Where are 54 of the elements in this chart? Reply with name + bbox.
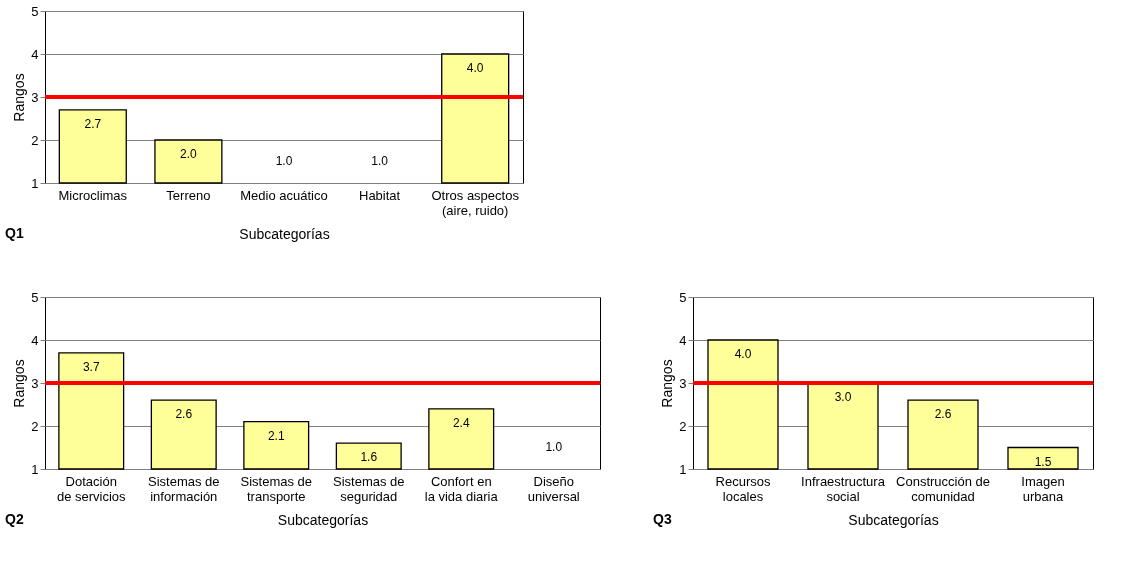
y-axis-title: Rangos <box>659 359 676 408</box>
data-label: 4.0 <box>734 347 752 361</box>
y-tick-label: 1 <box>31 461 39 477</box>
x-tick-label: Imagen urbana <box>1021 473 1065 504</box>
y-tick-label: 2 <box>31 418 39 434</box>
text: Q1 <box>5 225 24 241</box>
x-tick-label: Dotación de servicios <box>56 473 127 504</box>
data-label: 3.7 <box>82 359 100 374</box>
x-tick-label: Otros aspectos (aire, ruido) <box>431 187 520 218</box>
text: Q3 <box>653 511 672 527</box>
y-tick-label: 5 <box>31 3 39 19</box>
x-axis-title: Subcategorías <box>848 511 939 528</box>
data-label: 2.1 <box>267 428 285 443</box>
y-axis-title: Rangos <box>11 359 28 408</box>
x-tick-label: Sistemas de información <box>147 473 220 504</box>
x-tick-label: Microclimas <box>58 187 128 203</box>
x-tick-label: Habitat <box>359 187 401 203</box>
y-tick-label: 4 <box>31 46 39 62</box>
x-tick-label: Sistemas de seguridad <box>332 473 405 504</box>
x-tick-label: Terreno <box>166 187 211 203</box>
data-label: 1.5 <box>1034 454 1052 469</box>
y-axis-title: Rangos <box>11 73 28 122</box>
x-tick-label: Infraestructura social <box>801 473 886 504</box>
data-label: 1.0 <box>275 154 293 168</box>
y-tick-label: 1 <box>31 175 39 191</box>
data-label: 1.0 <box>371 154 389 168</box>
x-tick-label: Construcción de comunidad <box>896 473 990 504</box>
x-axis-title: Subcategorías <box>277 511 369 528</box>
y-tick-label: 3 <box>31 89 39 105</box>
y-tick-label: 5 <box>31 289 39 305</box>
data-label: 2.4 <box>452 415 470 430</box>
y-tick-label: 2 <box>679 418 687 434</box>
data-label: 4.0 <box>466 61 484 75</box>
y-tick-label: 4 <box>31 332 39 348</box>
data-label: 2.6 <box>175 407 193 422</box>
data-label: 3.0 <box>834 390 852 404</box>
data-label: 1.0 <box>545 440 563 454</box>
y-tick-label: 5 <box>679 289 687 305</box>
y-tick-label: 3 <box>679 375 687 391</box>
y-tick-label: 3 <box>31 375 39 391</box>
data-label: 2.6 <box>934 407 952 422</box>
y-tick-label: 1 <box>679 461 687 477</box>
x-axis-title: Subcategorías <box>239 225 330 242</box>
x-tick-label: Confort en la vida diaria <box>424 473 499 504</box>
data-label: 2.0 <box>180 147 198 161</box>
x-tick-label: Diseño universal <box>527 473 580 504</box>
data-label: 1.6 <box>360 450 378 465</box>
x-tick-label: Recursos locales <box>715 473 771 504</box>
x-tick-label: Medio acuático <box>240 187 328 203</box>
y-tick-label: 4 <box>679 332 687 348</box>
x-tick-label: Sistemas de transporte <box>240 473 313 504</box>
text: Q2 <box>5 511 24 527</box>
data-label: 2.7 <box>84 116 102 131</box>
y-tick-label: 2 <box>31 132 39 148</box>
